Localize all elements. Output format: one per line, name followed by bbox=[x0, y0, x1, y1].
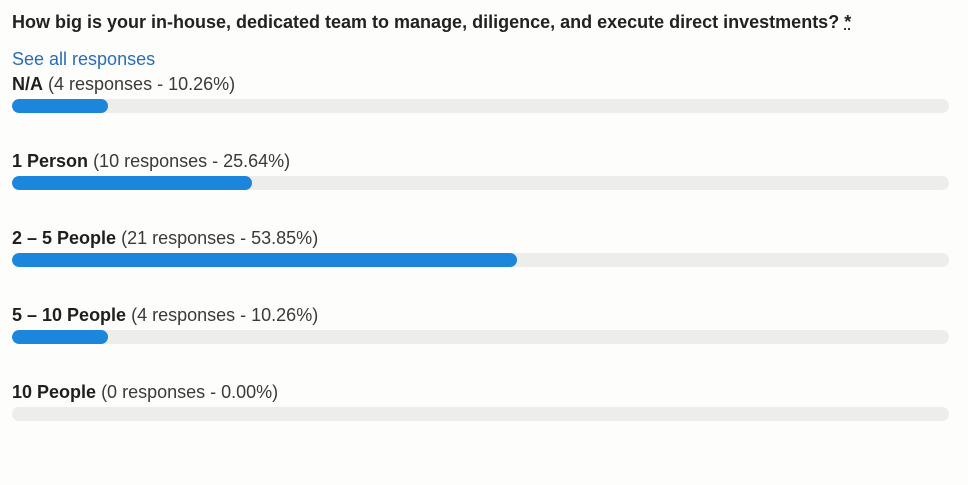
progress-track bbox=[12, 99, 949, 113]
option-stats: (0 responses - 0.00%) bbox=[101, 382, 279, 402]
progress-fill bbox=[12, 176, 253, 190]
option-name: 5 – 10 People bbox=[12, 305, 127, 325]
progress-track bbox=[12, 330, 949, 344]
progress-track bbox=[12, 407, 949, 421]
option-name: N/A bbox=[12, 74, 43, 94]
poll-option: 10 People (0 responses - 0.00%) bbox=[12, 381, 949, 458]
option-stats: (10 responses - 25.64%) bbox=[93, 151, 291, 171]
option-label: 1 Person (10 responses - 25.64%) bbox=[12, 150, 949, 172]
poll-option: 2 – 5 People (21 responses - 53.85%) bbox=[12, 227, 949, 304]
option-stats: (4 responses - 10.26%) bbox=[48, 74, 236, 94]
required-marker: * bbox=[844, 12, 852, 32]
poll-option: 1 Person (10 responses - 25.64%) bbox=[12, 150, 949, 227]
option-name: 1 Person bbox=[12, 151, 89, 171]
poll-question: How big is your in-house, dedicated team… bbox=[12, 8, 949, 36]
option-label: 2 – 5 People (21 responses - 53.85%) bbox=[12, 227, 949, 249]
option-stats: (21 responses - 53.85%) bbox=[121, 228, 319, 248]
poll-option: 5 – 10 People (4 responses - 10.26%) bbox=[12, 304, 949, 381]
progress-track bbox=[12, 176, 949, 190]
progress-track bbox=[12, 253, 949, 267]
see-all-responses-link[interactable]: See all responses bbox=[12, 49, 156, 69]
progress-fill bbox=[12, 99, 109, 113]
option-label: 5 – 10 People (4 responses - 10.26%) bbox=[12, 304, 949, 326]
poll-results: How big is your in-house, dedicated team… bbox=[12, 8, 949, 458]
option-name: 2 – 5 People bbox=[12, 228, 117, 248]
option-stats: (4 responses - 10.26%) bbox=[131, 305, 319, 325]
question-text: How big is your in-house, dedicated team… bbox=[12, 12, 840, 32]
option-label: N/A (4 responses - 10.26%) bbox=[12, 73, 949, 95]
progress-fill bbox=[12, 330, 109, 344]
option-name: 10 People bbox=[12, 382, 97, 402]
poll-option: N/A (4 responses - 10.26%) bbox=[12, 73, 949, 150]
progress-fill bbox=[12, 253, 517, 267]
option-label: 10 People (0 responses - 0.00%) bbox=[12, 381, 949, 403]
